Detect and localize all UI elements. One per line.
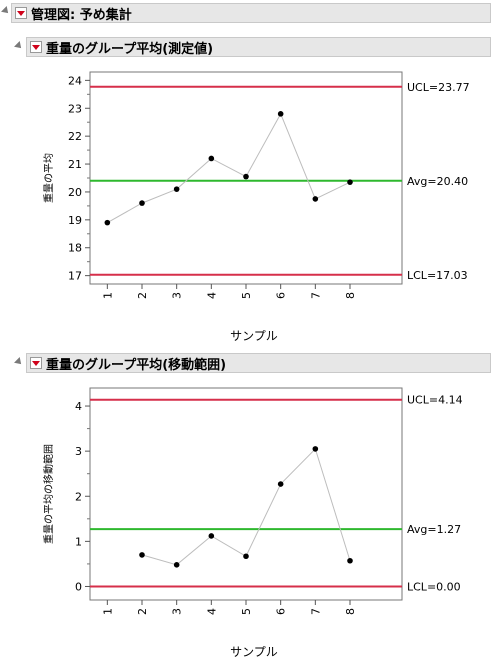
chart-header: 重量のグループ平均(移動範囲) — [26, 353, 491, 373]
y-tick-label: 22 — [68, 130, 82, 143]
x-tick-label: 1 — [101, 292, 114, 299]
x-axis-title: サンプル — [230, 329, 278, 343]
y-tick-label: 23 — [68, 102, 82, 115]
lcl-label: LCL=17.03 — [407, 269, 468, 282]
x-tick-label: 6 — [275, 292, 288, 299]
x-tick-label: 8 — [344, 608, 357, 615]
data-point — [139, 552, 145, 558]
data-point — [312, 446, 319, 452]
ucl-label: UCL=4.14 — [407, 394, 463, 407]
y-tick-label: 19 — [68, 214, 82, 227]
collapse-disclosure-icon[interactable] — [14, 357, 24, 367]
x-tick-label: 2 — [136, 608, 149, 615]
plot-frame — [89, 387, 403, 601]
y-tick-label: 2 — [75, 490, 82, 503]
moving-range-chart: 0 1 2 3 4 1 2 3 4 5 6 7 8 UCL=4.14 Avg=1.27 LCL=0.00 サンプ… — [42, 387, 463, 659]
x-axis-title: サンプル — [230, 645, 278, 659]
series-line — [107, 112, 351, 224]
data-point — [277, 481, 284, 487]
y-tick-label: 20 — [68, 186, 82, 199]
chart-title: 重量のグループ平均(測定値) — [46, 41, 214, 57]
x-tick-label: 4 — [205, 608, 218, 615]
report-title: 管理図: 予め集計 — [31, 7, 132, 23]
data-point — [347, 179, 353, 185]
red-triangle-menu-icon[interactable] — [30, 357, 42, 369]
y-tick-label: 17 — [68, 270, 82, 283]
data-point — [173, 186, 180, 192]
red-triangle-menu-icon[interactable] — [15, 7, 27, 19]
y-tick-label: 18 — [68, 242, 82, 255]
collapse-disclosure-icon[interactable] — [14, 41, 24, 51]
x-tick-label: 3 — [171, 608, 184, 615]
avg-label: Avg=1.27 — [407, 523, 461, 536]
data-point — [173, 562, 180, 568]
x-tick-label: 7 — [309, 608, 322, 615]
chart-header: 重量のグループ平均(測定値) — [26, 37, 491, 57]
data-point — [312, 196, 319, 202]
y-tick-label: 1 — [75, 535, 82, 548]
chart-title: 重量のグループ平均(移動範囲) — [46, 357, 227, 373]
x-tick-label: 5 — [240, 608, 253, 615]
red-triangle-menu-icon[interactable] — [30, 41, 42, 53]
avg-label: Avg=20.40 — [407, 175, 468, 188]
y-tick-label: 0 — [75, 580, 82, 593]
x-tick-label: 1 — [101, 608, 114, 615]
x-tick-label: 4 — [205, 292, 218, 299]
x-tick-label: 7 — [309, 292, 322, 299]
data-point — [277, 111, 284, 117]
lcl-label: LCL=0.00 — [407, 580, 461, 593]
x-tick-label: 8 — [344, 292, 357, 299]
y-tick-label: 24 — [68, 74, 82, 87]
data-point — [104, 219, 111, 226]
y-axis-title: 重量の平均の移動範囲 — [42, 444, 55, 544]
data-point — [243, 173, 249, 180]
y-axis-title: 重量の平均 — [42, 153, 55, 203]
x-tick-label: 3 — [171, 292, 184, 299]
ucl-label: UCL=23.77 — [407, 81, 470, 94]
x-tick-label: 2 — [136, 292, 149, 299]
data-point — [347, 557, 353, 564]
x-tick-label: 6 — [275, 608, 288, 615]
y-tick-label: 4 — [75, 400, 82, 413]
data-point — [139, 200, 145, 206]
data-point — [208, 533, 215, 539]
y-tick-label: 21 — [68, 158, 82, 171]
y-tick-label: 3 — [75, 445, 82, 458]
x-tick-label: 5 — [240, 292, 253, 299]
data-point — [208, 155, 215, 162]
data-point — [243, 553, 249, 560]
report-header: 管理図: 予め集計 — [11, 3, 491, 23]
collapse-disclosure-icon[interactable] — [1, 6, 11, 16]
